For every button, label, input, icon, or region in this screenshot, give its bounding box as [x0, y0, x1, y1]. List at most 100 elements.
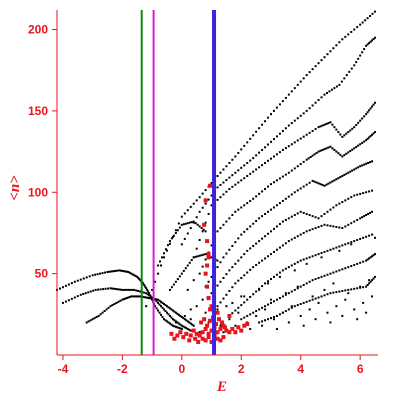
- data-point: [296, 165, 299, 168]
- data-point: [255, 290, 258, 293]
- data-point: [343, 77, 346, 80]
- data-point: [234, 282, 237, 285]
- data-point: [299, 285, 302, 288]
- data-point: [201, 206, 204, 209]
- data-point: [249, 313, 252, 316]
- data-point: [305, 212, 308, 215]
- data-point: [252, 293, 255, 296]
- data-point: [121, 269, 124, 272]
- data-point: [344, 243, 347, 246]
- data-point: [353, 126, 356, 129]
- data-point: [243, 295, 246, 298]
- data-point: [94, 273, 97, 276]
- data-point: [338, 202, 341, 205]
- data-point: [184, 267, 187, 270]
- data-point: [325, 122, 328, 125]
- data-point: [311, 68, 314, 71]
- data-point: [151, 298, 154, 301]
- data-point: [337, 177, 340, 180]
- data-point: [205, 284, 210, 289]
- data-point: [317, 296, 320, 299]
- data-point: [231, 174, 234, 177]
- data-point: [359, 285, 362, 288]
- data-point: [308, 107, 311, 110]
- data-point: [350, 67, 353, 70]
- data-point: [332, 282, 335, 285]
- data-point: [249, 225, 252, 228]
- data-point: [91, 318, 94, 321]
- data-point: [122, 298, 125, 301]
- data-point: [320, 275, 323, 278]
- data-point: [101, 272, 104, 275]
- data-point: [166, 244, 169, 247]
- data-point: [364, 19, 367, 22]
- data-point: [264, 305, 267, 308]
- data-point: [225, 293, 228, 296]
- data-point: [296, 139, 299, 142]
- data-point: [296, 117, 299, 120]
- data-point: [284, 292, 287, 295]
- data-point: [240, 206, 243, 209]
- data-point: [326, 311, 329, 314]
- data-point: [278, 177, 281, 180]
- data-point: [252, 244, 255, 247]
- data-point: [243, 301, 246, 304]
- data-point: [200, 336, 205, 341]
- data-point: [349, 129, 352, 132]
- data-point: [270, 140, 272, 143]
- data-point: [180, 324, 183, 327]
- data-point: [182, 223, 185, 226]
- data-point: [332, 271, 335, 274]
- data-point: [311, 215, 314, 218]
- data-point: [359, 261, 362, 264]
- data-point: [272, 250, 275, 253]
- data-point: [107, 306, 110, 309]
- data-point: [243, 177, 246, 180]
- data-point: [371, 210, 374, 213]
- data-point: [344, 289, 347, 292]
- data-point: [67, 299, 70, 302]
- data-point: [357, 57, 360, 60]
- data-point: [219, 196, 222, 199]
- data-point: [351, 148, 354, 151]
- data-point: [314, 297, 317, 300]
- data-point: [314, 278, 317, 281]
- data-point: [145, 296, 148, 299]
- data-point: [293, 167, 296, 170]
- data-point: [154, 305, 157, 308]
- data-point: [206, 331, 211, 336]
- data-point: [174, 311, 177, 314]
- data-point: [171, 318, 174, 321]
- data-point: [243, 144, 246, 147]
- data-point: [161, 301, 164, 304]
- data-point: [290, 305, 293, 308]
- data-point: [317, 62, 320, 65]
- data-point: [240, 148, 243, 151]
- data-point: [219, 227, 222, 230]
- data-point: [335, 150, 338, 153]
- data-point: [296, 304, 299, 307]
- data-point: [242, 323, 247, 328]
- data-point: [308, 181, 311, 184]
- data-point: [261, 259, 264, 262]
- data-point: [231, 158, 234, 161]
- data-point: [296, 235, 299, 238]
- data-point: [130, 272, 133, 275]
- data-point: [372, 254, 375, 257]
- data-point: [368, 190, 371, 193]
- data-point: [203, 198, 208, 203]
- data-point: [188, 328, 191, 331]
- data-point: [338, 290, 341, 293]
- data-point: [344, 225, 347, 228]
- data-point: [270, 253, 272, 256]
- data-point: [171, 236, 174, 239]
- data-point: [234, 155, 237, 158]
- data-point: [255, 242, 258, 245]
- data-point: [314, 216, 317, 219]
- data-point: [320, 295, 323, 298]
- data-point: [359, 192, 362, 195]
- data-point: [326, 210, 329, 213]
- data-point: [144, 285, 147, 288]
- data-point: [236, 325, 241, 330]
